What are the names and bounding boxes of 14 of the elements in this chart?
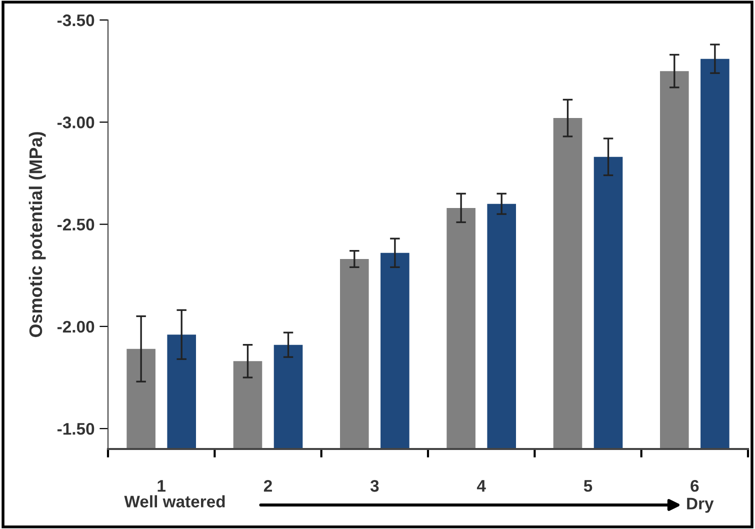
y-tick-label: -2.50 xyxy=(57,218,94,230)
y-tick-label: -2.00 xyxy=(57,320,94,333)
x-tick-label: 5 xyxy=(584,480,592,492)
y-axis-title: Osmotic potential (MPa) xyxy=(28,132,46,338)
x-tick-label: 3 xyxy=(370,480,379,492)
text: Well watered xyxy=(124,495,225,508)
text: Dry xyxy=(687,498,714,513)
x-tick-label: 2 xyxy=(264,480,272,492)
y-tick-label: -3.00 xyxy=(57,116,94,128)
y-tick-label: -3.50 xyxy=(57,14,94,26)
x-tick-label: 1 xyxy=(158,480,166,492)
x-tick-label: 4 xyxy=(476,480,486,492)
x-tick-label: 6 xyxy=(690,480,699,492)
y-tick-label: -1.50 xyxy=(57,422,94,435)
